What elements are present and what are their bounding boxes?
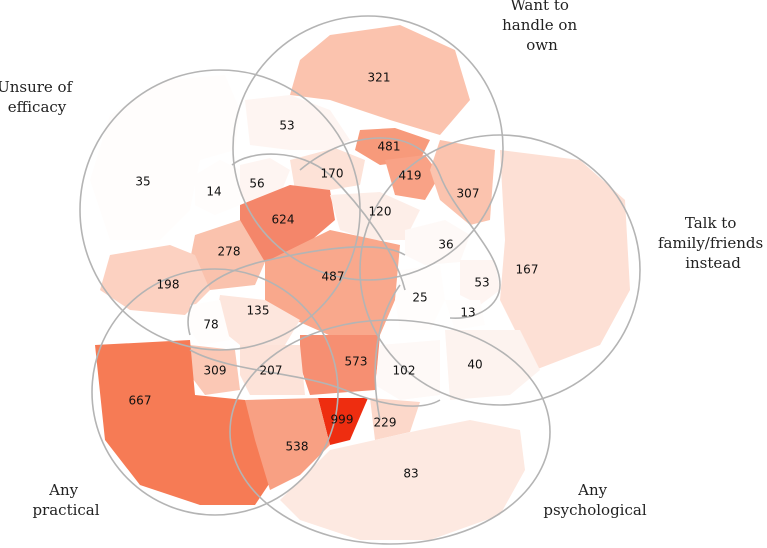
- set-psych-outline: [229, 319, 551, 545]
- region-count: 624: [272, 213, 295, 227]
- inner-lobe-left: [187, 246, 406, 336]
- region-cell: [100, 245, 210, 315]
- label-practical: Any practical: [32, 481, 99, 519]
- region-cell: [445, 300, 485, 330]
- label-psych: Any psychological: [543, 481, 646, 519]
- set-talk-outline: [359, 134, 641, 406]
- region-cell: [385, 155, 440, 200]
- region-count: 207: [260, 364, 283, 378]
- region-cell: [240, 185, 335, 262]
- region-cell: [445, 330, 540, 400]
- region-count: 481: [378, 140, 401, 154]
- set-handle-outline: [232, 15, 504, 281]
- region-cell: [280, 420, 525, 540]
- set-practical-outline: [91, 268, 339, 516]
- region-count: 309: [204, 364, 227, 378]
- region-cell: [405, 220, 470, 265]
- inner-lobe-top: [231, 153, 406, 291]
- region-count: 999: [331, 413, 354, 427]
- region-cell: [190, 300, 230, 345]
- region-markers: [90, 25, 630, 540]
- region-cell: [90, 75, 240, 240]
- region-cell: [245, 95, 350, 150]
- region-cell: [460, 260, 500, 305]
- region-count: 36: [438, 238, 453, 252]
- region-cell: [290, 25, 470, 135]
- label-talk: Talk to family/friends instead: [658, 214, 767, 272]
- region-cell: [95, 340, 275, 505]
- region-count: 120: [369, 205, 392, 219]
- region-cell: [355, 128, 430, 165]
- region-count: 278: [218, 245, 241, 259]
- region-cell: [430, 140, 495, 225]
- region-cell: [195, 160, 240, 215]
- region-count: 35: [135, 175, 150, 189]
- region-count: 167: [516, 263, 539, 277]
- region-count: 40: [467, 358, 482, 372]
- region-count: 78: [203, 318, 218, 332]
- region-count: 321: [368, 71, 391, 85]
- region-count: 135: [247, 304, 270, 318]
- region-count: 25: [412, 291, 427, 305]
- region-cell: [290, 148, 365, 190]
- region-count: 667: [129, 394, 152, 408]
- region-cell: [395, 265, 445, 330]
- region-numbers: 321 53 481 35 14 56 170 419 307 624 120 278 36 167 487…: [129, 71, 539, 481]
- region-cell: [245, 398, 330, 490]
- region-count: 307: [457, 187, 480, 201]
- set-labels: Unsure of efficacy Want to handle on own…: [0, 0, 767, 519]
- region-count: 487: [322, 270, 345, 284]
- region-cell: [265, 230, 400, 340]
- region-count: 419: [399, 169, 422, 183]
- region-count: 14: [206, 185, 221, 199]
- region-count: 198: [157, 278, 180, 292]
- region-count: 53: [279, 119, 294, 133]
- region-cell: [330, 192, 420, 240]
- region-count: 229: [374, 416, 397, 430]
- region-count: 13: [460, 306, 475, 320]
- inner-lobe-bottom: [189, 349, 441, 407]
- region-count: 170: [321, 167, 344, 181]
- label-handle: Want to handle on own: [502, 0, 582, 54]
- region-count: 83: [403, 467, 418, 481]
- inner-lobe-right: [299, 137, 501, 319]
- region-cell: [370, 398, 420, 440]
- region-count: 538: [286, 440, 309, 454]
- region-cell: [300, 335, 380, 395]
- inner-lobe-center: [374, 284, 401, 421]
- set-outlines: [79, 15, 641, 545]
- set-unsure-outline: [79, 69, 361, 351]
- region-cell: [215, 295, 300, 345]
- region-cell: [240, 345, 305, 395]
- region-cell: [500, 150, 630, 370]
- region-count: 102: [393, 364, 416, 378]
- label-unsure: Unsure of efficacy: [0, 78, 77, 116]
- region-count: 573: [345, 355, 368, 369]
- region-cell: [190, 345, 240, 395]
- region-count: 56: [249, 177, 264, 191]
- region-count: 53: [474, 276, 489, 290]
